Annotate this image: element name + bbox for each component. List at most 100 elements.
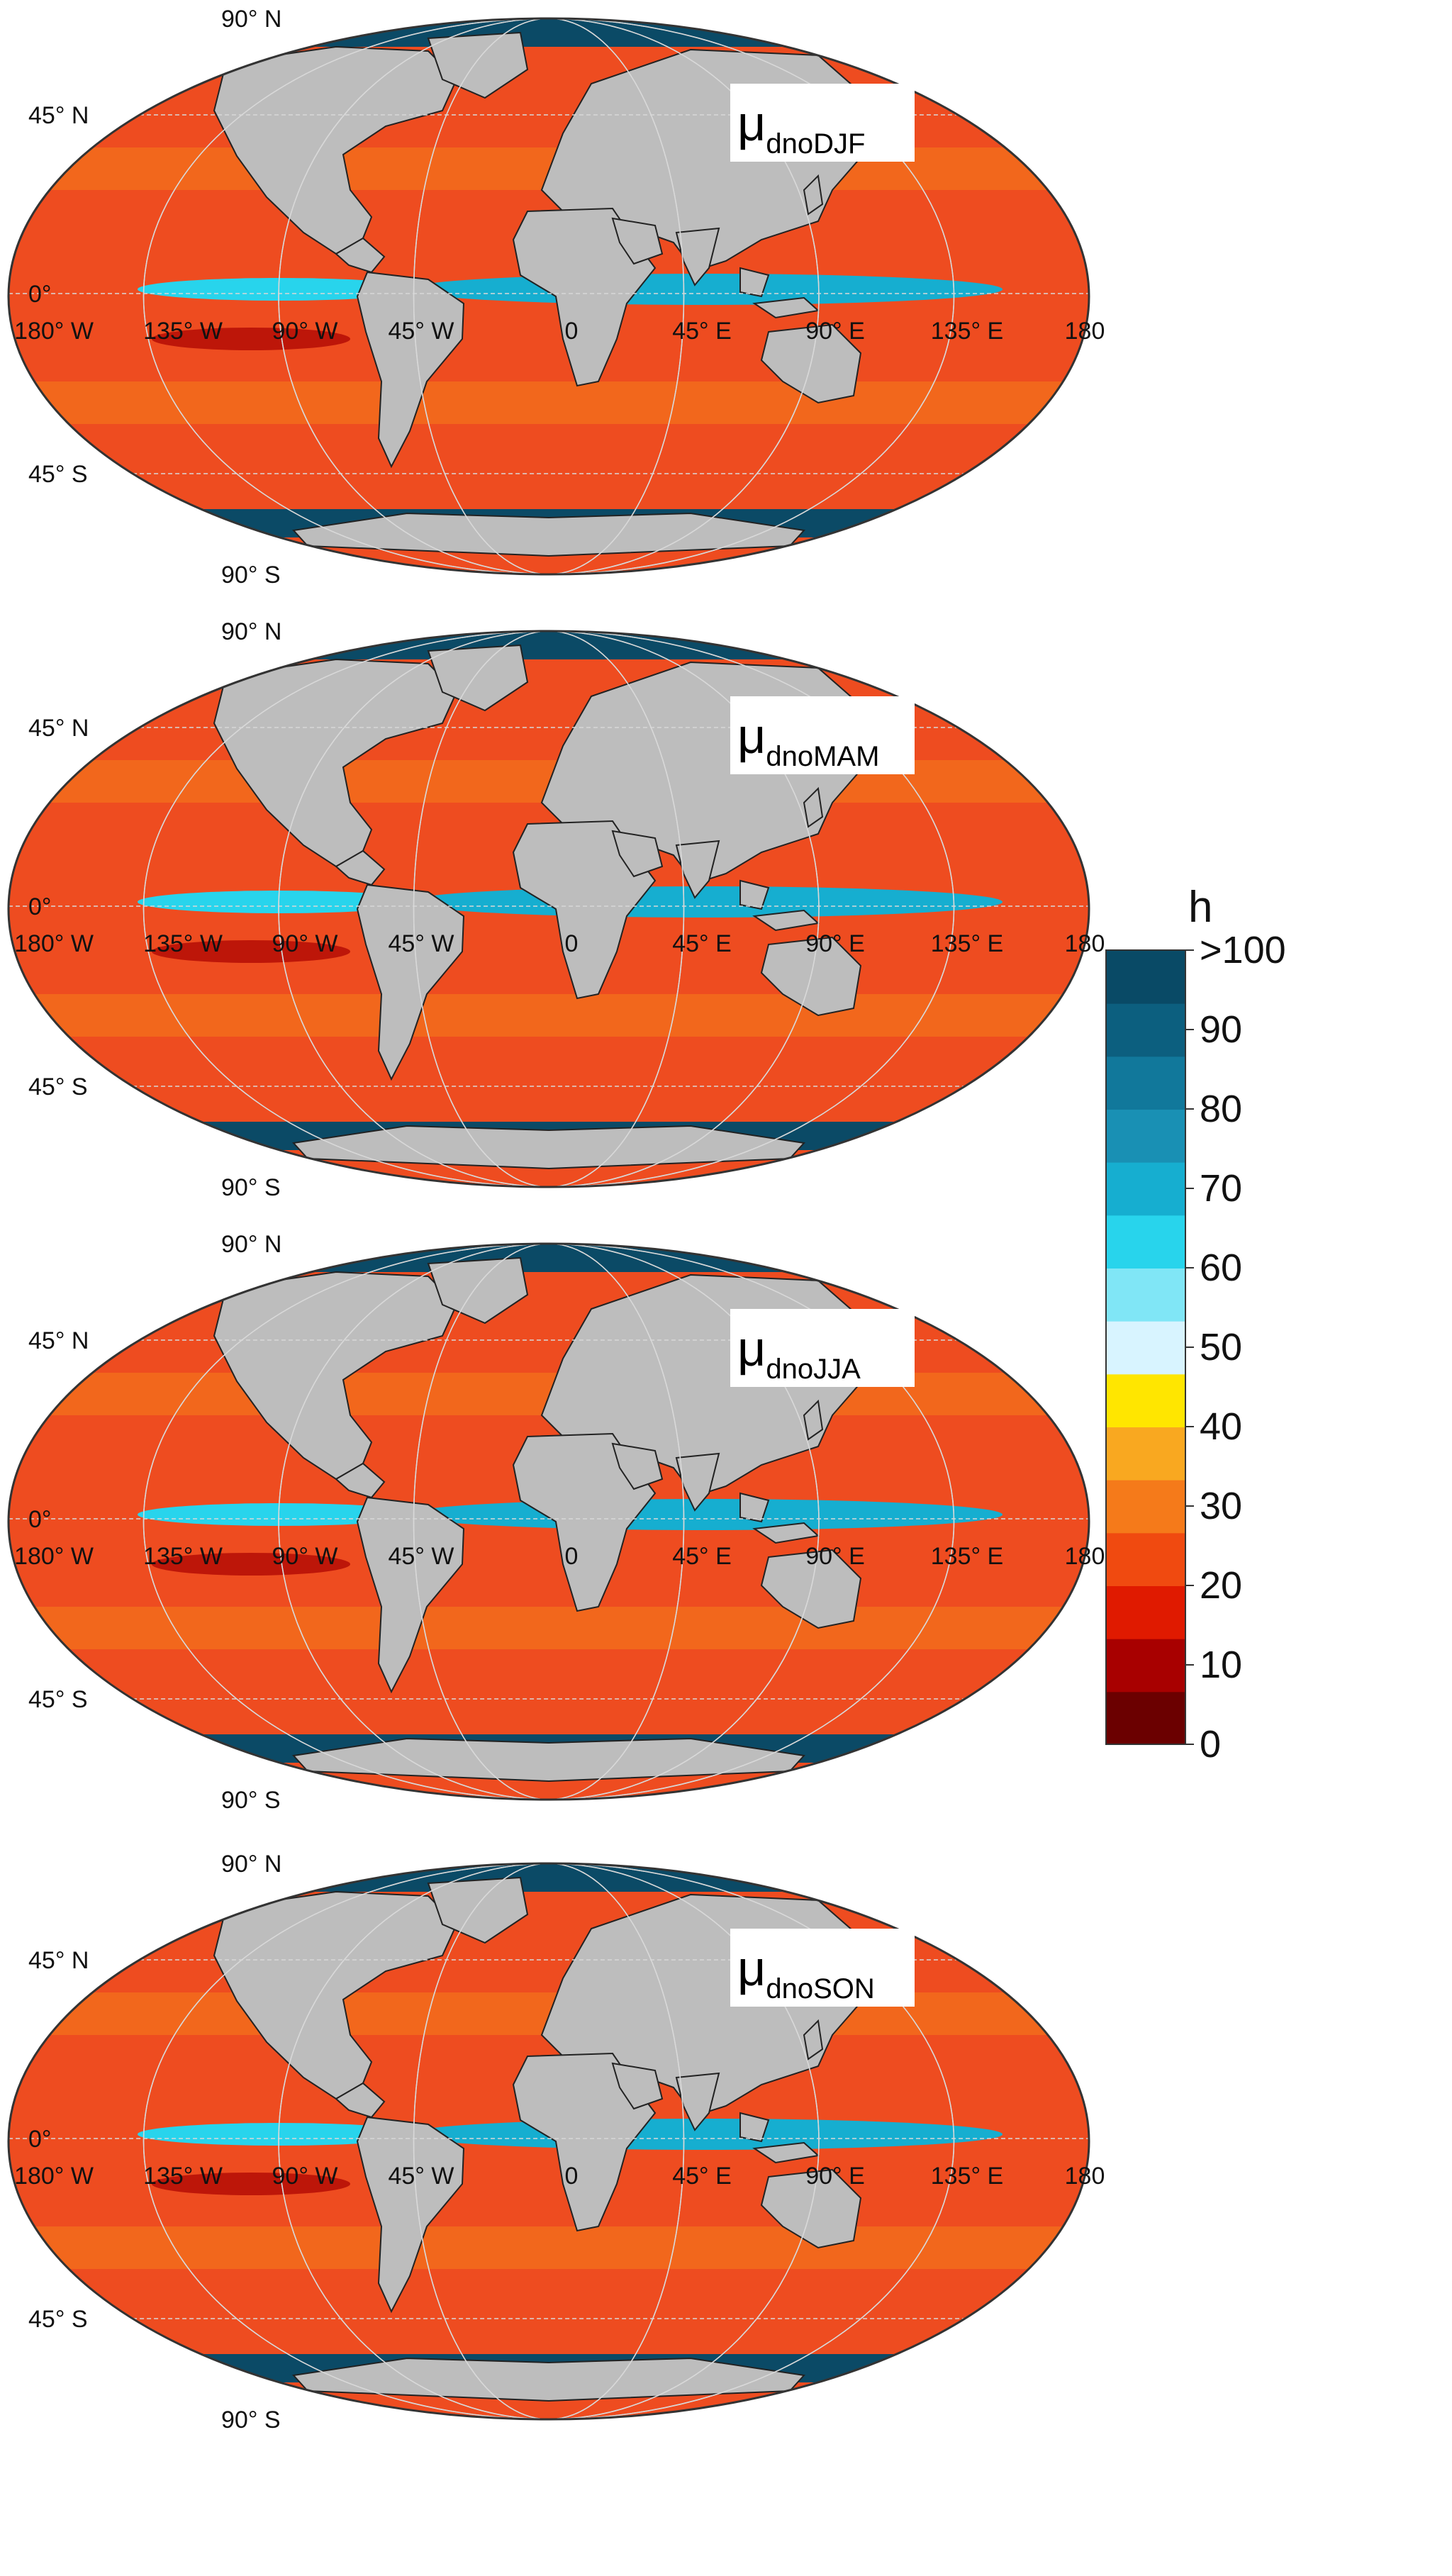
colorbar-tick-label: 40 (1200, 1405, 1242, 1448)
longitude-label: 90° E (805, 2163, 865, 2190)
meridian-line (143, 631, 955, 1187)
meridian-line (143, 18, 955, 574)
latitude-label: 45° S (28, 1074, 88, 1100)
low-value-patch (152, 2173, 350, 2195)
latitude-label: 90° S (221, 562, 281, 589)
longitude-label: 45° W (389, 930, 454, 957)
longitude-label: 90° E (805, 930, 865, 957)
map-body (9, 631, 1089, 1187)
latitude-label: 0° (28, 2126, 52, 2153)
longitude-label: 45° E (672, 2163, 732, 2190)
southern-band (9, 381, 1089, 424)
colorbar-swatch (1106, 1479, 1185, 1534)
low-value-patch (152, 328, 350, 350)
longitude-label: 180° W (14, 930, 94, 957)
colorbar-swatch (1106, 1268, 1185, 1322)
arctic-deep-zone (9, 631, 1089, 659)
colorbar-swatch (1106, 1056, 1185, 1110)
map-panel: 90° N 45° N 0° 45° S 90° S 180° W 135° W 90° W 4… (7, 618, 1105, 1201)
pacific-equatorial-band (138, 1503, 421, 1526)
meridian-line (143, 1244, 955, 1800)
map-body (9, 1863, 1089, 2419)
colorbar-swatch (1106, 950, 1185, 1004)
latitude-label: 90° N (221, 618, 281, 645)
colorbar-tick-label: 30 (1200, 1485, 1242, 1527)
colorbar-tick-label: 0 (1200, 1723, 1221, 1766)
colorbar-swatch (1106, 1638, 1185, 1693)
low-value-patch (152, 940, 350, 963)
panel-label-background (730, 1309, 915, 1387)
latitude-label: 0° (28, 281, 52, 308)
colorbar-swatch (1106, 1320, 1185, 1375)
colorbar-title: h (1188, 883, 1212, 932)
label-symbol: μ (737, 1321, 766, 1376)
arctic-deep-zone (9, 18, 1089, 47)
longitude-label: 0 (565, 930, 579, 957)
latitude-label: 90° S (221, 1787, 281, 1814)
label-subscript: dnoJJA (766, 1354, 861, 1385)
colorbar-swatch (1106, 1373, 1185, 1427)
longitude-label: 180° W (14, 318, 94, 345)
latitude-label: 90° N (221, 6, 281, 33)
latitude-label: 0° (28, 893, 52, 920)
label-symbol: μ (737, 1941, 766, 1996)
longitude-label: 135° W (143, 318, 223, 345)
southern-band (9, 2226, 1089, 2269)
colorbar-tick-label: 80 (1200, 1088, 1242, 1130)
longitude-label: 90° E (805, 1543, 865, 1570)
longitude-label: 180 (1065, 2163, 1105, 2190)
longitude-label: 0 (565, 318, 579, 345)
latitude-label: 90° S (221, 1174, 281, 1201)
longitude-label: 45° W (389, 1543, 454, 1570)
longitude-label: 180 (1065, 318, 1105, 345)
colorbar-swatch (1106, 1427, 1185, 1481)
colorbar-tick-label: 90 (1200, 1008, 1242, 1051)
colorbar-swatch (1106, 1215, 1185, 1269)
map-body (9, 1244, 1089, 1800)
southern-band (9, 1607, 1089, 1649)
panel-label: μdnoDJF (730, 84, 915, 162)
latitude-label: 45° N (28, 1947, 89, 1974)
longitude-label: 135° E (931, 1543, 1003, 1570)
panel-label-text: μdnoSON (737, 1941, 875, 2005)
meridian-line (278, 631, 820, 1187)
colorbar-tick-label: 60 (1200, 1247, 1242, 1289)
label-subscript: dnoSON (766, 1973, 874, 2005)
longitude-label: 45° E (672, 1543, 732, 1570)
longitude-label: 90° E (805, 318, 865, 345)
label-subscript: dnoDJF (766, 128, 865, 160)
pacific-equatorial-band (138, 891, 421, 913)
latitude-label: 45° N (28, 715, 89, 742)
latitude-label: 90° N (221, 1851, 281, 1878)
colorbar-tick-label: 50 (1200, 1326, 1242, 1368)
longitude-label: 135° W (143, 1543, 223, 1570)
low-value-patch (152, 1553, 350, 1576)
meridian-line (278, 1863, 820, 2419)
longitude-label: 180 (1065, 1543, 1105, 1570)
longitude-label: 135° E (931, 2163, 1003, 2190)
colorbar-swatch (1106, 1691, 1185, 1745)
latitude-label: 90° S (221, 2407, 281, 2433)
colorbar-swatch (1106, 1532, 1185, 1586)
panel-label-background (730, 696, 915, 774)
colorbar-swatch (1106, 1109, 1185, 1163)
meridian-line (278, 1244, 820, 1800)
longitude-label: 0 (565, 1543, 579, 1570)
latitude-label: 45° N (28, 1327, 89, 1354)
colorbar-tick-label: 20 (1200, 1564, 1242, 1607)
map-panel: 90° N 45° N 0° 45° S 90° S 180° W 135° W 90° W 4… (7, 1231, 1105, 1814)
panel-label-background (730, 84, 915, 162)
colorbar: h>100 90 80 70 60 50 40 30 20 10 0 (1105, 883, 1286, 1766)
longitude-label: 135° W (143, 2163, 223, 2190)
longitude-label: 90° W (272, 318, 338, 345)
latitude-label: 45° N (28, 102, 89, 129)
panel-label: μdnoMAM (730, 696, 915, 774)
latitude-label: 45° S (28, 1686, 88, 1713)
equatorial-deep-band (407, 2119, 1003, 2150)
pacific-equatorial-band (138, 278, 421, 301)
latitude-label: 45° S (28, 461, 88, 488)
longitude-label: 0 (565, 2163, 579, 2190)
label-symbol: μ (737, 96, 766, 151)
colorbar-swatch (1106, 1003, 1185, 1057)
